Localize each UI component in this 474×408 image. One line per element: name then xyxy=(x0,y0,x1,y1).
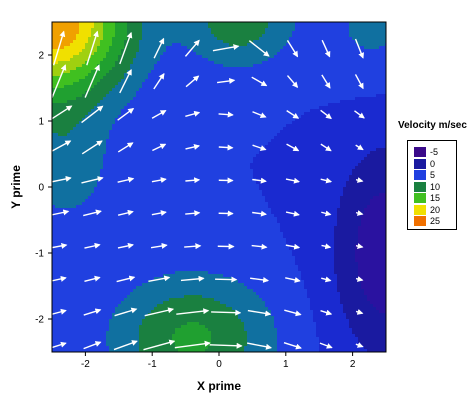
legend-swatch xyxy=(414,205,426,215)
legend-item: 10 xyxy=(414,182,458,192)
x-tick-label: -1 xyxy=(148,359,157,370)
legend-item: -5 xyxy=(414,147,458,157)
vector-arrow xyxy=(211,312,240,313)
legend-swatch xyxy=(414,147,426,157)
y-tick-label: -1 xyxy=(35,249,44,260)
y-tick-label: -2 xyxy=(35,315,44,326)
vector-arrow xyxy=(219,147,233,148)
contour-field xyxy=(52,22,389,353)
x-tick-label: 0 xyxy=(216,359,222,370)
legend-title: Velocity m/sec xyxy=(398,120,467,131)
legend-label: 10 xyxy=(430,182,440,192)
y-tick-label: 2 xyxy=(38,51,44,62)
legend-label: -5 xyxy=(430,147,438,157)
legend-item: 25 xyxy=(414,216,458,226)
legend-label: 0 xyxy=(430,159,435,169)
legend-label: 5 xyxy=(430,170,435,180)
legend-item: 5 xyxy=(414,170,458,180)
legend-label: 20 xyxy=(430,205,440,215)
legend-swatch xyxy=(414,193,426,203)
y-tick-label: 1 xyxy=(38,117,44,128)
legend-label: 25 xyxy=(430,216,440,226)
legend-swatch xyxy=(414,159,426,169)
legend-item: 0 xyxy=(414,159,458,169)
legend-item: 15 xyxy=(414,193,458,203)
vector-arrow xyxy=(219,114,233,115)
legend-item: 20 xyxy=(414,205,458,215)
x-tick-label: 2 xyxy=(350,359,356,370)
x-tick-label: -2 xyxy=(81,359,90,370)
legend-label: 15 xyxy=(430,193,440,203)
y-tick-label: 0 xyxy=(38,183,44,194)
y-axis-label: Y prime xyxy=(9,165,23,209)
legend-swatch xyxy=(414,216,426,226)
legend-swatch xyxy=(414,170,426,180)
legend-swatch xyxy=(414,182,426,192)
x-axis-label: X prime xyxy=(197,379,241,393)
x-tick-label: 1 xyxy=(283,359,289,370)
